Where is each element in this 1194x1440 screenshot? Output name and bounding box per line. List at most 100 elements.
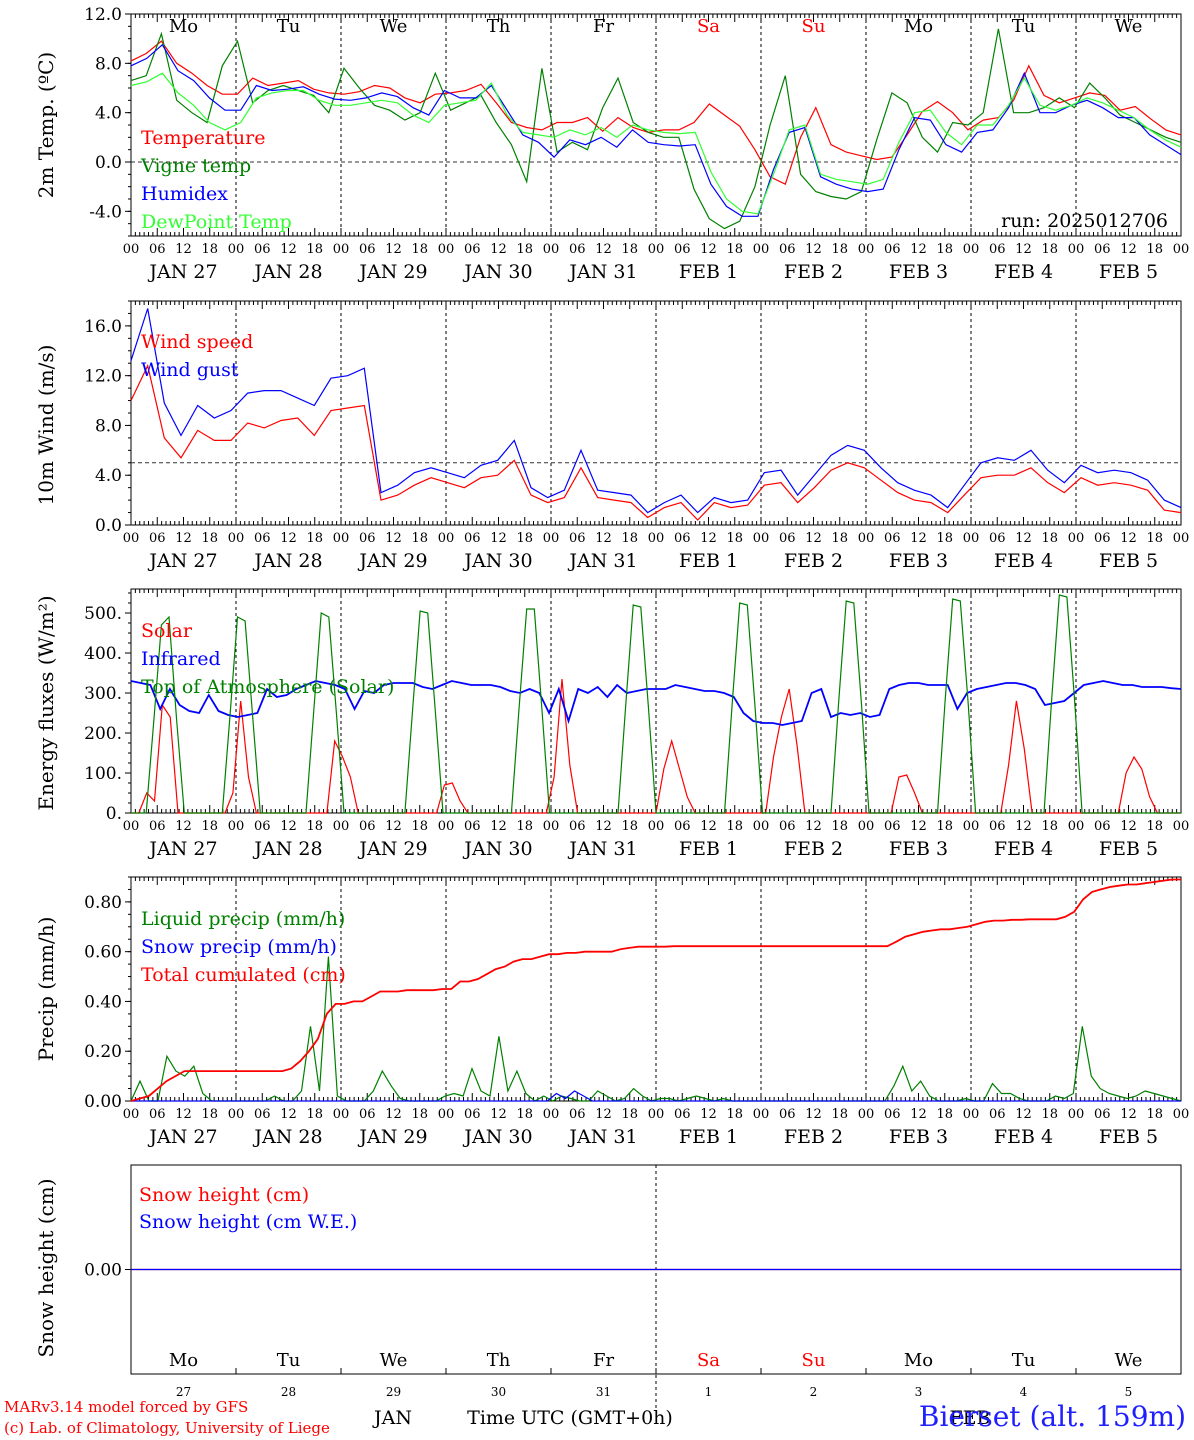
y-tick-label: 0.0 <box>95 153 122 173</box>
energy-axis-title: Energy fluxes (W/m²) <box>34 595 58 811</box>
y-tick-label: 0.80 <box>84 893 122 913</box>
y-tick-label: 300. <box>84 684 122 704</box>
day-number-label: 5 <box>1125 1385 1133 1399</box>
hour-tick-label: 06 <box>359 819 376 834</box>
series-line-liquid-precip-mm-h- <box>130 956 1182 1102</box>
weekday-label: Fr <box>593 1350 614 1371</box>
day-number-label: 1 <box>705 1385 713 1399</box>
hour-tick-label: 12 <box>1015 819 1032 834</box>
hour-tick-label: 06 <box>569 1107 586 1122</box>
hour-tick-label: 00 <box>1068 531 1085 546</box>
date-label: JAN 30 <box>462 1126 532 1148</box>
hour-tick-label: 18 <box>411 531 428 546</box>
hour-tick-label: 18 <box>516 819 533 834</box>
hour-tick-label: 18 <box>621 1107 638 1122</box>
hour-tick-label: 18 <box>831 531 848 546</box>
hour-tick-label: 12 <box>595 819 612 834</box>
hour-tick-label: 18 <box>831 819 848 834</box>
hour-tick-label: 06 <box>674 1107 691 1122</box>
hour-tick-label: 12 <box>490 819 507 834</box>
legend-entry: Wind gust <box>141 359 239 381</box>
hour-tick-label: 18 <box>726 242 743 257</box>
weekday-label: We <box>1115 16 1143 37</box>
hour-tick-label: 18 <box>306 242 323 257</box>
hour-tick-label: 12 <box>280 242 297 257</box>
series-line-humidex <box>130 43 1182 217</box>
hour-tick-label: 18 <box>1041 819 1058 834</box>
hour-tick-label: 00 <box>753 531 770 546</box>
hour-tick-label: 12 <box>805 819 822 834</box>
hour-tick-label: 18 <box>726 531 743 546</box>
hour-tick-label: 12 <box>385 819 402 834</box>
hour-tick-label: 18 <box>1041 1107 1058 1122</box>
legend-entry: Solar <box>141 620 193 642</box>
y-tick-label: 4.0 <box>95 104 122 124</box>
hour-tick-label: 00 <box>1173 242 1190 257</box>
date-label: FEB 1 <box>679 1126 738 1148</box>
y-tick-label: 200. <box>84 724 122 744</box>
hour-tick-label: 00 <box>543 819 560 834</box>
hour-tick-label: 00 <box>648 1107 665 1122</box>
weekday-label: Th <box>487 1350 511 1371</box>
hour-tick-label: 12 <box>1120 531 1137 546</box>
hour-tick-label: 12 <box>700 1107 717 1122</box>
hour-tick-label: 12 <box>910 819 927 834</box>
legend-entry: Liquid precip (mm/h) <box>141 908 345 930</box>
day-number-label: 3 <box>915 1385 923 1399</box>
date-label: JAN 31 <box>567 261 637 283</box>
time-axis-title: Time UTC (GMT+0h) <box>467 1407 673 1429</box>
series-line-wind-gust <box>130 308 1182 514</box>
hour-tick-label: 06 <box>989 531 1006 546</box>
date-label: JAN 27 <box>147 1126 217 1148</box>
hour-tick-label: 00 <box>1068 1107 1085 1122</box>
weekday-label: Mo <box>904 16 933 37</box>
hour-tick-label: 18 <box>831 242 848 257</box>
hour-tick-label: 12 <box>175 242 192 257</box>
hour-tick-label: 06 <box>779 531 796 546</box>
day-number-label: 4 <box>1020 1385 1028 1399</box>
hour-tick-label: 06 <box>1094 819 1111 834</box>
hour-tick-label: 12 <box>700 531 717 546</box>
y-tick-label: 12.0 <box>84 367 122 387</box>
hour-tick-label: 06 <box>359 1107 376 1122</box>
date-label: JAN 31 <box>567 838 637 860</box>
hour-tick-label: 00 <box>648 242 665 257</box>
hour-tick-label: 00 <box>1068 242 1085 257</box>
series-line-dewpoint-temp <box>130 72 1182 215</box>
hour-tick-label: 12 <box>280 819 297 834</box>
hour-tick-label: 00 <box>438 242 455 257</box>
series-line-wind-speed <box>130 363 1182 521</box>
hour-tick-label: 06 <box>254 242 271 257</box>
y-tick-label: 100. <box>84 764 122 784</box>
y-tick-label: 500. <box>84 604 122 624</box>
hour-tick-label: 12 <box>595 1107 612 1122</box>
hour-tick-label: 12 <box>595 531 612 546</box>
hour-tick-label: 12 <box>280 531 297 546</box>
snow-axis-title: Snow height (cm) <box>34 1178 58 1358</box>
hour-tick-label: 18 <box>201 242 218 257</box>
weekday-label: Th <box>487 16 511 37</box>
weekday-label: Tu <box>1012 16 1036 37</box>
hour-tick-label: 12 <box>175 1107 192 1122</box>
legend-entry: Infrared <box>141 648 221 670</box>
date-label: JAN 27 <box>147 550 217 572</box>
date-label: FEB 5 <box>1099 838 1158 860</box>
hour-tick-label: 00 <box>228 531 245 546</box>
hour-tick-label: 18 <box>1146 1107 1163 1122</box>
date-label: FEB 2 <box>784 550 843 572</box>
hour-tick-label: 12 <box>910 242 927 257</box>
y-tick-label: 0.20 <box>84 1042 122 1062</box>
hour-tick-label: 00 <box>963 242 980 257</box>
hour-tick-label: 18 <box>936 242 953 257</box>
date-label: FEB 1 <box>679 838 738 860</box>
hour-tick-label: 06 <box>149 819 166 834</box>
hour-tick-label: 00 <box>963 1107 980 1122</box>
hour-tick-label: 00 <box>438 819 455 834</box>
hour-tick-label: 06 <box>884 819 901 834</box>
hour-tick-label: 00 <box>543 242 560 257</box>
hour-tick-label: 06 <box>569 819 586 834</box>
hour-tick-label: 06 <box>149 531 166 546</box>
hour-tick-label: 12 <box>385 531 402 546</box>
panel-frame-1 <box>130 300 1182 526</box>
